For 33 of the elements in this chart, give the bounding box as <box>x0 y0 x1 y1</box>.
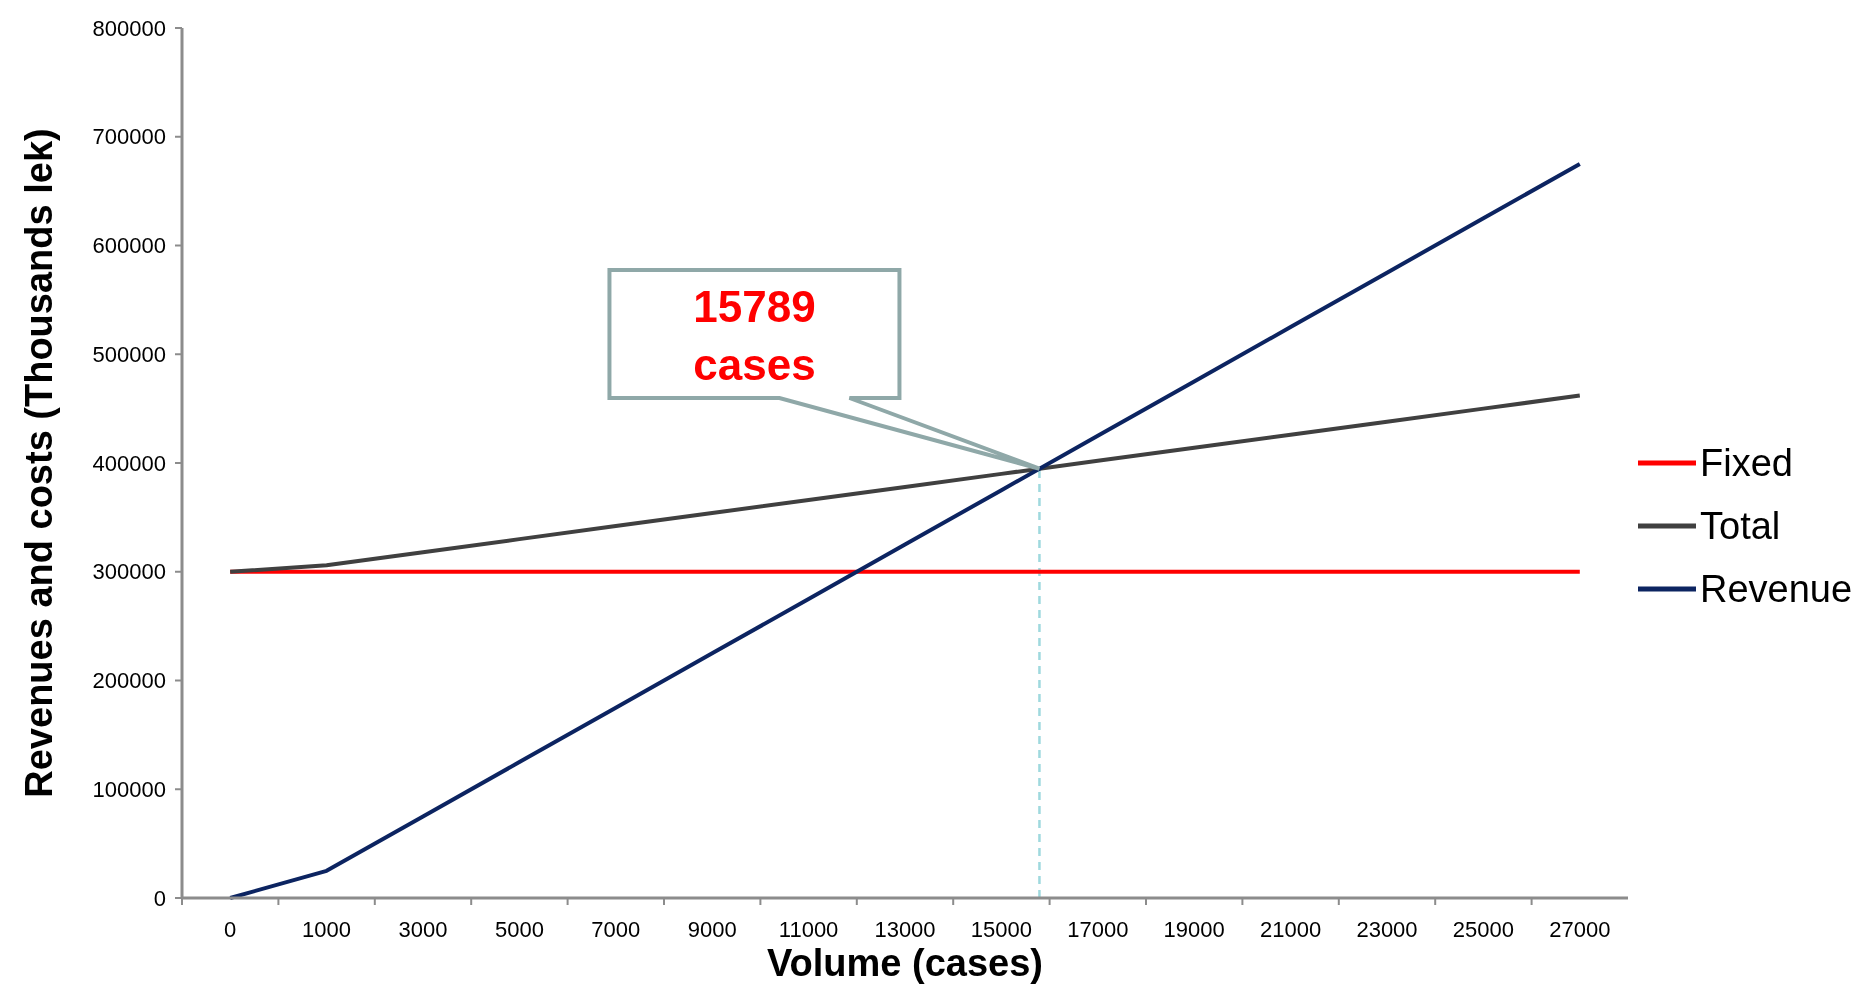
y-tick-label: 100000 <box>92 776 166 802</box>
x-tick-label: 11000 <box>778 917 839 942</box>
annotation: 15789 cases <box>693 282 816 389</box>
x-tick-label: 3000 <box>398 917 448 942</box>
y-tick-label: 0 <box>153 885 166 911</box>
y-tick-label: 800000 <box>92 15 166 41</box>
legend-label: Fixed <box>1700 442 1793 485</box>
x-tick-label: 1000 <box>302 917 352 942</box>
y-tick-label: 400000 <box>92 450 166 476</box>
x-tick-label: 25000 <box>1452 917 1514 942</box>
x-tick-label: 23000 <box>1356 917 1418 942</box>
x-tick-label: 15000 <box>970 917 1032 942</box>
legend-label: Revenue <box>1700 568 1853 611</box>
y-tick-label: 500000 <box>92 341 166 367</box>
x-tick-label: 19000 <box>1163 917 1225 942</box>
y-tick-label: 200000 <box>92 668 166 694</box>
x-tick-label: 5000 <box>494 917 544 942</box>
x-tick-label: 9000 <box>687 917 737 942</box>
y-tick-label: 600000 <box>92 233 166 259</box>
x-tick-label: 21000 <box>1260 917 1322 942</box>
x-tick-label: 13000 <box>874 917 936 942</box>
line-series <box>228 161 1582 900</box>
y-tick-label: 300000 <box>92 559 166 585</box>
x-tick-label: 0 <box>224 917 237 942</box>
line-series <box>228 393 1582 574</box>
x-axis-title: Volume (cases) <box>767 942 1043 984</box>
y-axis-title: Revenues and costs (Thousands lek) <box>18 128 60 798</box>
x-tick-label: 17000 <box>1067 917 1129 942</box>
callout-box: 15789 cases <box>607 268 1042 471</box>
legend-label: Total <box>1700 505 1781 548</box>
x-tick-label: 27000 <box>1549 917 1611 942</box>
y-tick-label: 700000 <box>92 124 166 150</box>
x-tick-label: 7000 <box>591 917 641 942</box>
